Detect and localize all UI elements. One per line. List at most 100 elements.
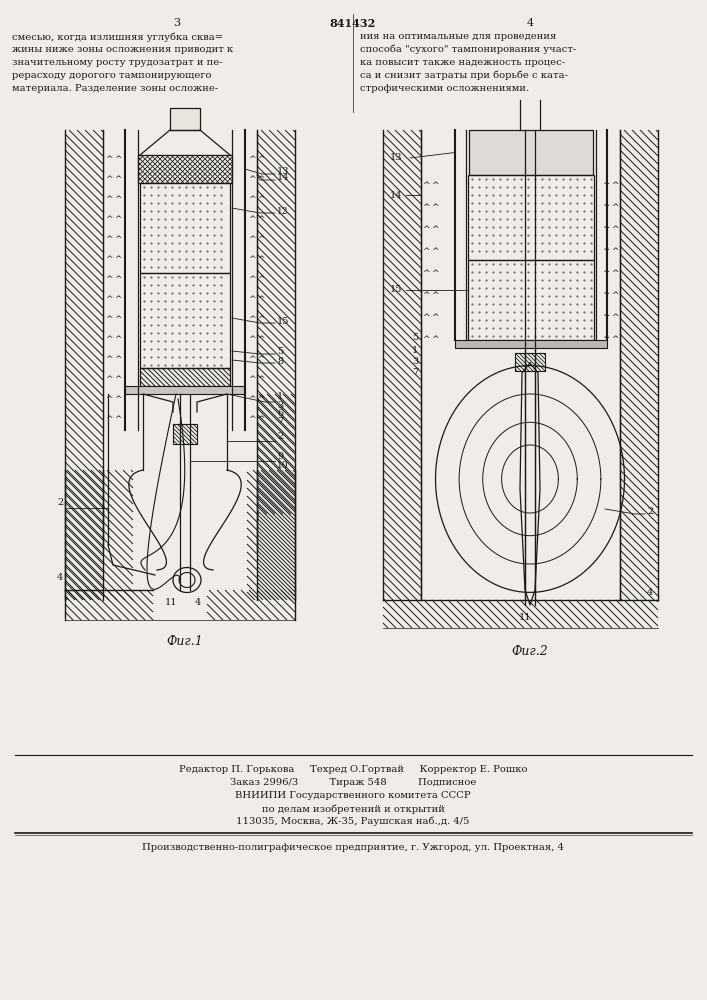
Text: значительному росту трудозатрат и пе-: значительному росту трудозатрат и пе- (12, 58, 223, 67)
Text: ^: ^ (105, 356, 112, 364)
Text: ^: ^ (422, 334, 430, 344)
Text: ^: ^ (422, 225, 430, 233)
Bar (173, 424, 197, 444)
Text: ^: ^ (105, 395, 112, 404)
Text: ^: ^ (115, 176, 122, 184)
Text: ^: ^ (257, 176, 264, 184)
Text: ^: ^ (257, 155, 264, 164)
Text: 8: 8 (277, 357, 283, 365)
Text: ^: ^ (257, 196, 264, 205)
Text: Фиг.1: Фиг.1 (167, 635, 204, 648)
Text: ^: ^ (105, 316, 112, 324)
Text: Производственно-полиграфическое предприятие, г. Ужгород, ул. Проектная, 4: Производственно-полиграфическое предприя… (142, 843, 564, 852)
Text: ^: ^ (257, 255, 264, 264)
Text: 7: 7 (277, 417, 284, 426)
Bar (455, 340, 607, 348)
Text: ^: ^ (257, 275, 264, 284)
Text: 4: 4 (647, 588, 653, 597)
Text: са и снизит затраты при борьбе с ката-: са и снизит затраты при борьбе с ката- (360, 71, 568, 81)
Text: ^: ^ (115, 416, 122, 424)
Text: ^: ^ (248, 155, 256, 164)
Text: ^: ^ (115, 235, 122, 244)
Text: ^: ^ (105, 336, 112, 344)
Text: 2: 2 (57, 498, 63, 507)
Text: ^: ^ (422, 268, 430, 277)
Text: ^: ^ (257, 395, 264, 404)
Text: ^: ^ (431, 268, 439, 277)
Text: ^: ^ (105, 275, 112, 284)
Text: ^: ^ (248, 216, 256, 225)
Text: материала. Разделение зоны осложне-: материала. Разделение зоны осложне- (12, 84, 218, 93)
Text: ^: ^ (257, 336, 264, 344)
Text: 4: 4 (195, 598, 201, 607)
Text: ^: ^ (248, 275, 256, 284)
Text: ^: ^ (431, 180, 439, 190)
Text: ^: ^ (431, 225, 439, 233)
Text: 3: 3 (173, 18, 180, 28)
Text: ^: ^ (115, 255, 122, 264)
Text: ^: ^ (115, 395, 122, 404)
Text: ^: ^ (612, 334, 619, 344)
Text: ^: ^ (248, 196, 256, 205)
Text: 11: 11 (519, 613, 531, 622)
Text: ^: ^ (257, 296, 264, 304)
Text: ^: ^ (248, 176, 256, 184)
Text: ^: ^ (431, 246, 439, 255)
Text: ^: ^ (612, 202, 619, 212)
Text: ^: ^ (257, 416, 264, 424)
Bar (469, 130, 593, 175)
Text: ^: ^ (105, 196, 112, 205)
Text: ^: ^ (602, 202, 609, 212)
Text: ^: ^ (422, 312, 430, 322)
Text: ^: ^ (257, 375, 264, 384)
Text: 3: 3 (277, 401, 284, 410)
Text: Заказ 2996/3          Тираж 548          Подписное: Заказ 2996/3 Тираж 548 Подписное (230, 778, 477, 787)
Text: ^: ^ (602, 312, 609, 322)
Bar (170, 108, 200, 130)
Text: Фиг.2: Фиг.2 (512, 645, 549, 658)
Bar (125, 386, 245, 394)
Text: 4: 4 (527, 18, 534, 28)
Text: ^: ^ (248, 395, 256, 404)
Text: ^: ^ (422, 180, 430, 190)
Text: по делам изобретений и открытий: по делам изобретений и открытий (262, 804, 445, 814)
Text: ^: ^ (612, 225, 619, 233)
Bar (138, 155, 232, 183)
Text: 3: 3 (412, 357, 419, 366)
Text: 841432: 841432 (330, 18, 376, 29)
Text: ^: ^ (602, 334, 609, 344)
Text: ^: ^ (602, 290, 609, 300)
Text: 9: 9 (277, 452, 283, 461)
Text: смесью, когда излишняя углубка сква=: смесью, когда излишняя углубка сква= (12, 32, 223, 41)
Text: ^: ^ (612, 312, 619, 322)
Text: ^: ^ (105, 416, 112, 424)
Text: 11: 11 (165, 598, 177, 607)
Text: строфическими осложнениями.: строфическими осложнениями. (360, 84, 529, 93)
Text: 15: 15 (277, 316, 289, 326)
Text: ^: ^ (257, 356, 264, 364)
Text: ^: ^ (602, 180, 609, 190)
Text: ^: ^ (115, 275, 122, 284)
Text: 4: 4 (57, 573, 63, 582)
Text: ^: ^ (115, 316, 122, 324)
Text: 5: 5 (412, 333, 418, 342)
Text: ^: ^ (612, 246, 619, 255)
Text: 2: 2 (277, 432, 284, 441)
Text: ^: ^ (105, 176, 112, 184)
Text: ния на оптимальные для проведения: ния на оптимальные для проведения (360, 32, 556, 41)
Text: ^: ^ (422, 202, 430, 212)
Text: 5: 5 (277, 348, 283, 357)
Text: ^: ^ (248, 235, 256, 244)
Text: ^: ^ (602, 268, 609, 277)
Text: 13: 13 (277, 167, 289, 176)
Text: ^: ^ (105, 255, 112, 264)
Text: ^: ^ (248, 316, 256, 324)
Bar (468, 175, 594, 260)
Text: ^: ^ (257, 316, 264, 324)
Bar (468, 260, 594, 340)
Text: ^: ^ (431, 312, 439, 322)
Text: 6: 6 (277, 409, 283, 418)
Text: рерасходу дорогого тампонирующего: рерасходу дорогого тампонирующего (12, 71, 211, 80)
Text: ^: ^ (257, 235, 264, 244)
Text: 13: 13 (390, 153, 402, 162)
